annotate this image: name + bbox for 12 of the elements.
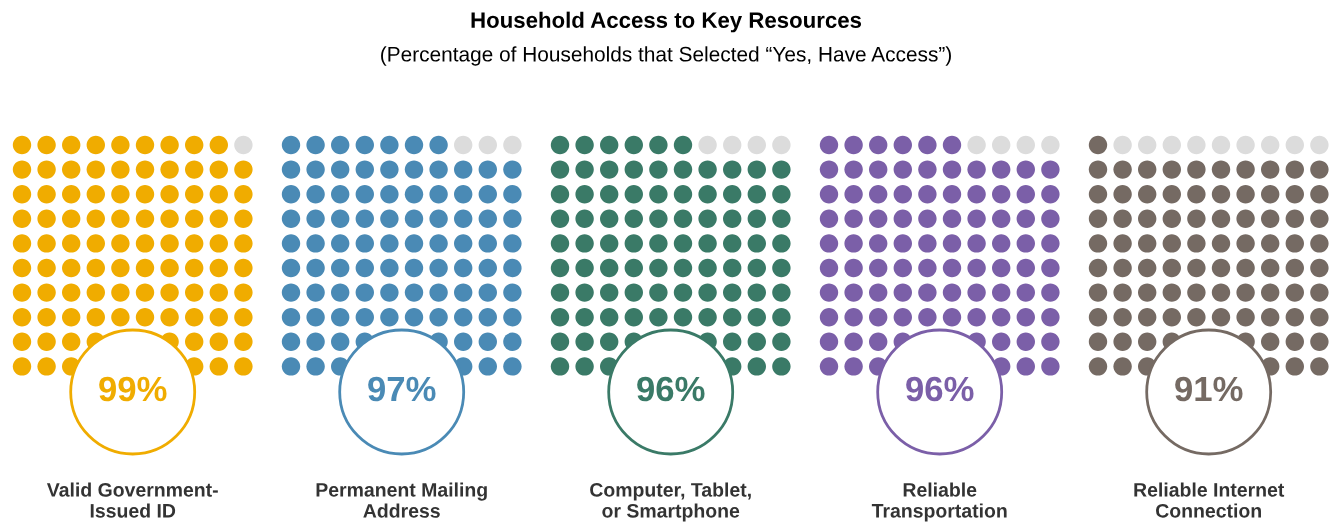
data-label: 96% [906,376,974,402]
data-label: 96% [637,376,705,402]
category-label: Reliable Internet Connection [1134,482,1285,518]
text: Household Access to Key Resources [471,11,862,33]
text: (Percentage of Households that Selected “Yes, Have Access”) [381,46,951,66]
data-label: 97% [368,376,436,402]
category-label: Reliable Transportation [871,482,1007,522]
category-label: Permanent Mailing Address [316,482,487,518]
category-label: Computer, Tablet, or Smartphone [590,482,751,522]
data-label: 99% [99,376,167,402]
category-label: Valid Government- Issued ID [46,482,218,518]
data-label: 91% [1175,376,1243,402]
